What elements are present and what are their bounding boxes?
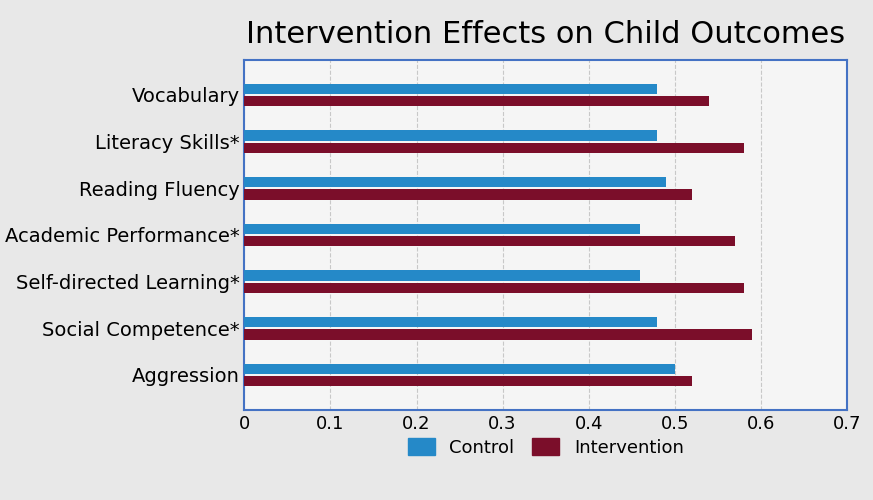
Bar <box>244 130 657 140</box>
Bar <box>244 177 666 188</box>
Title: Intervention Effects on Child Outcomes: Intervention Effects on Child Outcomes <box>246 20 845 50</box>
Bar <box>244 270 640 280</box>
Bar <box>244 364 675 374</box>
Bar <box>244 190 692 200</box>
Bar <box>244 282 744 293</box>
Legend: Control, Intervention: Control, Intervention <box>401 432 691 464</box>
Bar <box>244 96 709 106</box>
Bar <box>244 376 692 386</box>
Bar <box>244 317 657 328</box>
Bar <box>244 224 640 234</box>
Bar <box>244 84 657 94</box>
Bar <box>244 330 753 340</box>
Bar <box>244 236 735 246</box>
Bar <box>244 142 744 153</box>
